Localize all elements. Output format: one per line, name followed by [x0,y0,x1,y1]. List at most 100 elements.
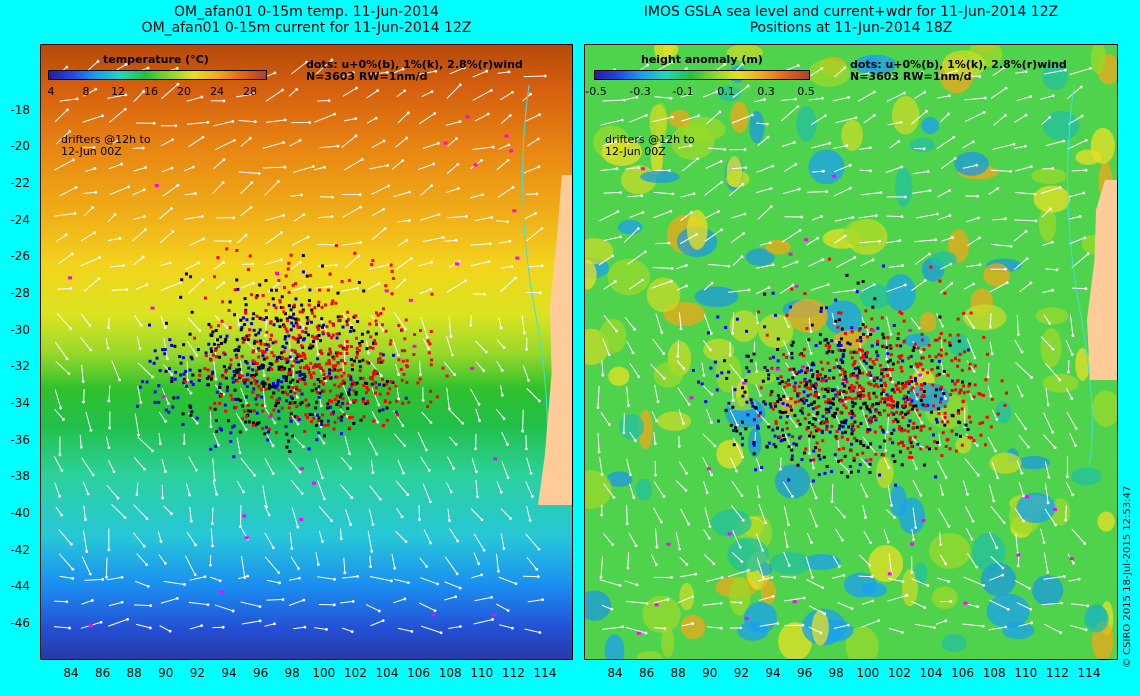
drifter-dot [787,478,791,482]
current-arrow-head [684,264,688,267]
current-arrow [342,242,361,246]
drifter-dot [860,386,864,390]
drifter-dot [770,390,774,394]
current-arrow [470,315,472,326]
current-arrow-head [535,192,539,196]
anomaly-blob [841,119,863,151]
current-arrow-head [538,291,542,295]
drifter-dot [868,357,872,361]
anomaly-blob [901,569,918,607]
current-arrow-head [865,494,869,498]
drifter-dot [907,390,911,394]
current-arrow [1069,67,1091,76]
anomaly-blob [725,170,750,188]
drifter-dot [339,418,343,422]
drifter-dot [817,473,821,477]
drifter-dot [834,298,838,302]
current-arrow-head [193,192,197,195]
drifter-dot [261,354,265,358]
drifter-marker [492,613,497,617]
drifter-dot [321,369,325,373]
drifter-dot [287,290,291,294]
current-arrow-head [723,62,727,66]
drifter-dot [295,387,299,391]
drifter-dot [815,441,819,445]
drifter-dot [724,326,728,330]
current-arrow [936,460,947,478]
drifter-dot [814,344,818,348]
drifter-dot [257,385,261,389]
drifter-dot [886,413,890,417]
current-arrow-head [817,393,821,396]
drifter-dot [894,384,898,388]
current-arrow [935,620,946,625]
current-arrow [862,505,866,518]
current-arrow-head [81,380,85,383]
current-arrow [679,557,688,565]
drifter-dot [291,283,295,287]
current-arrow-head [171,230,175,233]
drifter-dot [880,392,884,396]
current-arrow-head [872,90,876,94]
current-arrow-head [484,350,488,354]
drifter-dot [887,395,891,399]
drifter-dot [898,412,902,416]
current-arrow-head [667,241,671,245]
drifter-dot [262,317,266,321]
drifter-dot [306,333,310,337]
current-arrow-head [271,546,275,550]
drifter-dot [179,373,183,377]
drifter-dot [835,437,839,441]
drifter-dot [758,411,762,415]
drifter-dot [850,416,854,420]
drifter-dot [859,442,863,446]
current-arrow-head [222,281,226,284]
drifter-dot [357,280,361,284]
drifter-dot [290,348,294,352]
current-arrow [108,460,115,473]
current-arrow [501,115,511,124]
current-arrow-head [67,372,71,376]
drifter-dot [805,427,809,431]
current-arrow [808,626,822,634]
drifter-dot [328,368,332,372]
drifter-dot [172,396,176,400]
current-arrow-head [982,110,986,114]
drifter-marker [800,365,805,369]
current-arrow [186,121,208,125]
drifter-dot [373,381,377,385]
drifter-dot [851,404,855,408]
drifter-dot [135,404,139,408]
drifter-dot [277,367,281,371]
current-arrow [832,145,847,150]
current-arrow-head [506,220,509,224]
drifter-dot [310,389,314,393]
drifter-dot [328,362,332,366]
current-arrow-head [477,562,481,566]
current-arrow-head [120,575,124,579]
current-arrow-head [258,619,262,623]
drifter-dot [894,483,898,487]
current-arrow-head [216,443,220,447]
current-arrow [1039,95,1054,100]
current-arrow-head [487,260,491,264]
cbar-tick: 24 [210,85,224,98]
drifter-dot [429,389,433,393]
drifter-dot [791,435,795,439]
drifter-dot [852,428,856,432]
drifter-dot [347,393,351,397]
current-arrow [1016,602,1031,610]
current-arrow-head [709,332,713,335]
drifter-dot [374,332,378,336]
current-arrow-head [1020,471,1024,475]
drifter-dot [390,292,394,296]
current-arrow-head [869,376,873,380]
drifter-dot [209,374,213,378]
anomaly-blob [1002,622,1035,640]
drifter-dot [956,317,960,321]
drifter-dot [759,386,763,390]
drifter-dot [849,449,853,453]
current-arrow-head [950,281,953,285]
current-arrow [623,228,639,243]
current-arrow-head [750,113,754,117]
